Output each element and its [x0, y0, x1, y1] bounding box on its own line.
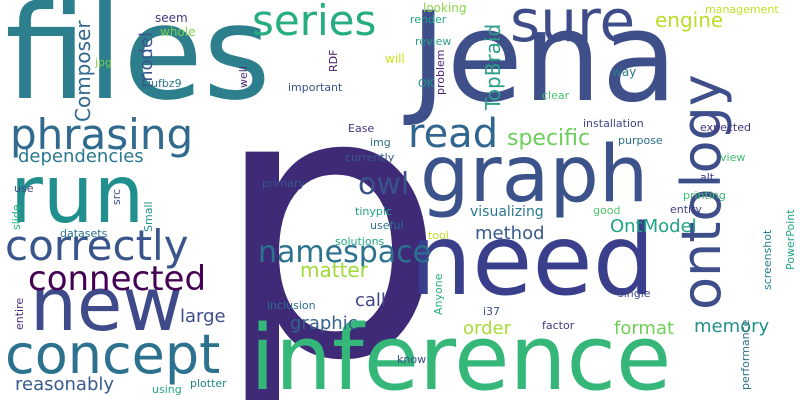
word: method [475, 223, 545, 244]
word: phrasing [10, 110, 194, 159]
word: important [288, 81, 343, 94]
word: connected [28, 259, 207, 299]
word: Composer [71, 20, 95, 122]
word: well [237, 66, 250, 88]
word: engine [655, 8, 724, 32]
word: specific [507, 126, 591, 151]
word: OK [418, 77, 434, 90]
word: files [5, 0, 271, 129]
word: need [410, 204, 655, 318]
word: clear [542, 89, 570, 102]
word: seem [155, 11, 188, 25]
word: will [385, 52, 405, 66]
word: reasonably [15, 374, 115, 395]
word: memory [694, 316, 770, 337]
word: inference [250, 306, 672, 400]
word: large [180, 306, 226, 327]
word: TopBraid [481, 23, 505, 110]
word: graph [420, 130, 649, 220]
word: useful [370, 219, 404, 232]
word: screenshot [761, 229, 774, 290]
word: tinypic [355, 205, 392, 218]
word: plotter [190, 377, 227, 390]
word: review [415, 35, 452, 48]
word: dependencies [18, 146, 144, 167]
word: visualizing [470, 204, 544, 220]
word: performance [739, 319, 752, 390]
word: currently [345, 151, 395, 164]
word: sure [510, 0, 636, 55]
word: order [463, 318, 511, 339]
word: expected [700, 121, 751, 134]
word: concept [5, 323, 221, 386]
word: Ease [348, 122, 375, 135]
word: namespace [258, 235, 432, 270]
word: problem [434, 49, 447, 95]
word: using [152, 383, 182, 396]
word: alt [700, 171, 715, 184]
word: i37 [483, 305, 501, 318]
word: read [408, 111, 499, 157]
word: render [410, 13, 447, 26]
word: factor [542, 319, 575, 332]
word: whole [160, 25, 196, 39]
word: OntModel [610, 216, 697, 237]
word: looking [423, 1, 467, 15]
word: purpose [618, 134, 663, 147]
word: src [110, 188, 123, 205]
word: jpg [95, 56, 113, 69]
word: inclusion [267, 299, 316, 312]
word: PowerPoint [784, 209, 797, 270]
word: view [720, 151, 746, 164]
word: single [618, 287, 651, 300]
word: use [14, 182, 34, 195]
word: printing [683, 189, 726, 202]
word: entity [670, 203, 702, 216]
word: way [612, 65, 637, 79]
word: correctly [5, 221, 189, 270]
word: solutions [335, 235, 385, 248]
word: Small [142, 201, 155, 232]
word: img [370, 136, 391, 149]
word: Anyone [432, 273, 445, 315]
word: call [355, 290, 386, 311]
word: datasets [60, 227, 108, 240]
word: matter [300, 258, 368, 282]
word: run [10, 148, 145, 241]
word: tool [428, 229, 449, 242]
word: management [705, 3, 779, 16]
word: Jena [410, 0, 678, 130]
word: graphic [290, 313, 358, 334]
word: slide [10, 204, 23, 230]
word: primary [262, 177, 306, 190]
word: new [30, 262, 183, 348]
word: owl [358, 167, 410, 202]
word: RDF [327, 49, 340, 72]
word: series [252, 0, 377, 45]
word: format [614, 318, 675, 339]
word: 2gufbz9 [137, 77, 182, 90]
word: good [593, 204, 621, 217]
word: installation [583, 117, 644, 130]
word: know [397, 353, 427, 366]
word: p [212, 12, 447, 400]
word: entire [13, 297, 26, 330]
